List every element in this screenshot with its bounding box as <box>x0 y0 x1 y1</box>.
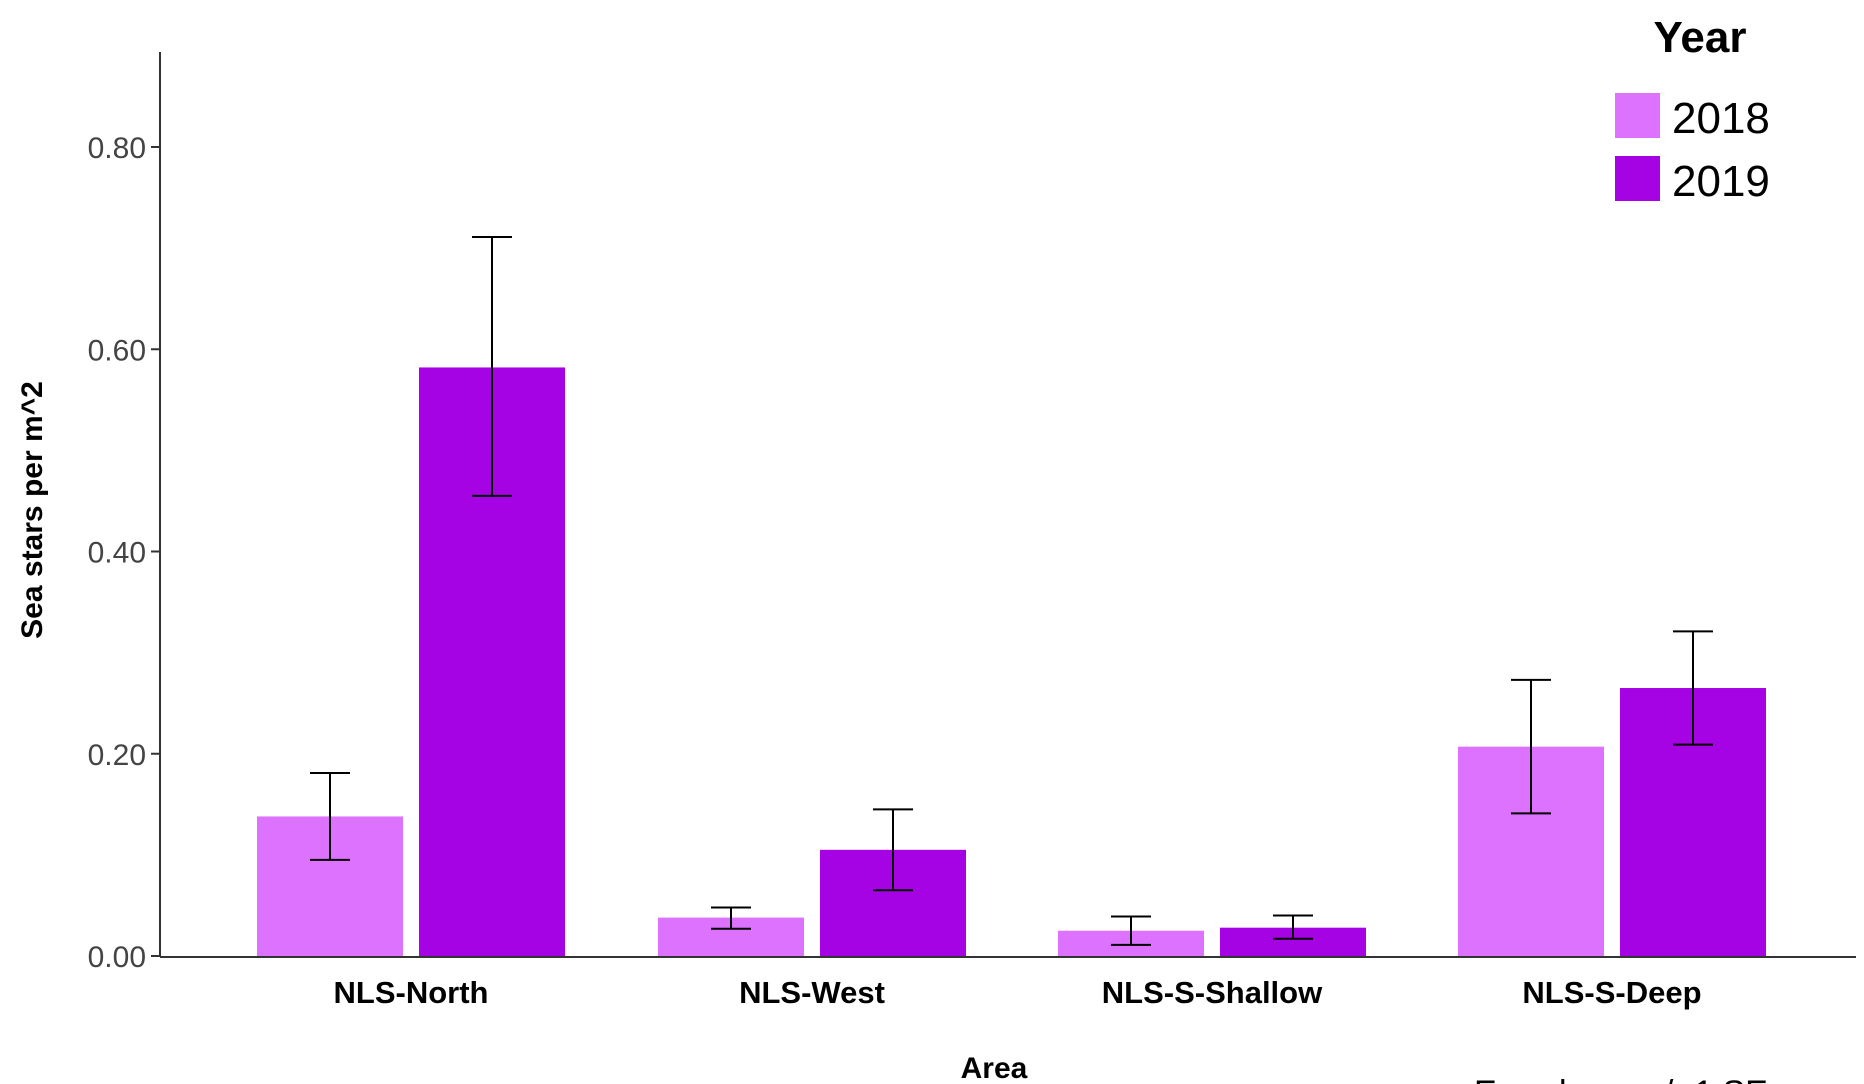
error-bar <box>310 771 350 861</box>
x-axis-title: Area <box>961 1052 1028 1084</box>
y-tick-label: 0.20 <box>88 739 146 772</box>
y-tick-label: 0.80 <box>88 132 146 165</box>
error-bar <box>873 808 913 892</box>
error-bar <box>1673 630 1713 746</box>
x-tick-label: NLS-North <box>334 975 489 1010</box>
bars <box>257 367 1766 956</box>
x-tick-label: NLS-S-Shallow <box>1102 975 1323 1010</box>
y-axis-title: Sea stars per m^2 <box>16 381 49 639</box>
legend-label: 2019 <box>1672 157 1770 206</box>
error-bars <box>310 236 1713 946</box>
legend-swatch <box>1615 93 1660 138</box>
legend-swatch <box>1615 156 1660 201</box>
y-tick-label: 0.00 <box>88 941 146 974</box>
error-bar <box>711 906 751 930</box>
legend: Year 2018 2019 <box>1615 13 1770 206</box>
y-tick-label: 0.40 <box>88 537 146 570</box>
footnote: Error bars: +/- 1 SE <box>1474 1074 1768 1084</box>
legend-label: 2018 <box>1672 94 1770 143</box>
error-bar <box>1111 915 1151 946</box>
error-bar <box>1511 678 1551 815</box>
error-bar <box>1273 914 1313 940</box>
x-tick-label: NLS-West <box>739 975 885 1010</box>
y-tick-label: 0.60 <box>88 334 146 367</box>
y-axis: 0.00 0.20 0.40 0.60 0.80 <box>88 52 161 974</box>
x-axis: NLS-North NLS-West NLS-S-Shallow NLS-S-Deep <box>160 956 1856 1010</box>
error-bar <box>472 236 512 497</box>
x-tick-label: NLS-S-Deep <box>1522 975 1701 1010</box>
legend-title: Year <box>1654 13 1747 62</box>
